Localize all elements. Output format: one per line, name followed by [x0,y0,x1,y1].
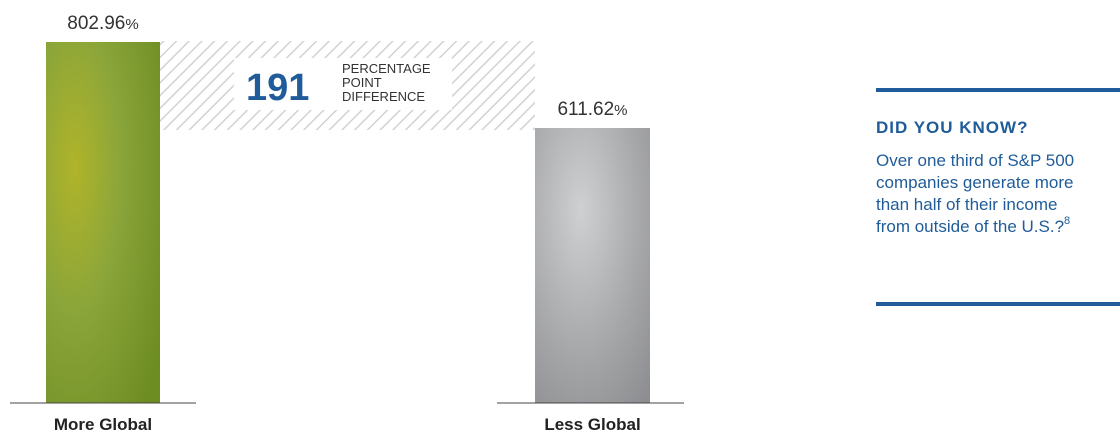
difference-number: 191 [246,67,309,109]
value-label-less-global: 611.62% [557,99,627,120]
bottom-rule [876,302,1120,306]
difference-label-line1: PERCENTAGE [342,61,431,76]
did-you-know-body: Over one third of S&P 500 companies gene… [876,151,1075,236]
top-rule [876,88,1120,92]
bar-chart: 191 PERCENTAGE POINT DIFFERENCE 802.96% … [10,13,684,434]
footnote-marker: 8 [1064,215,1071,227]
did-you-know-text: Over one third of S&P 500 companies gene… [876,150,1096,238]
difference-label-box [234,58,452,110]
category-label-more-global: More Global [54,415,152,434]
bar-more-global [46,42,160,403]
did-you-know-title: DID YOU KNOW? [876,118,1029,137]
category-label-less-global: Less Global [544,415,640,434]
value-label-more-global: 802.96% [67,13,138,34]
difference-label-line3: DIFFERENCE [342,89,425,104]
did-you-know-panel: DID YOU KNOW? Over one third of S&P 500 … [876,88,1120,306]
difference-label-line2: POINT [342,75,382,90]
bar-less-global [535,128,650,404]
